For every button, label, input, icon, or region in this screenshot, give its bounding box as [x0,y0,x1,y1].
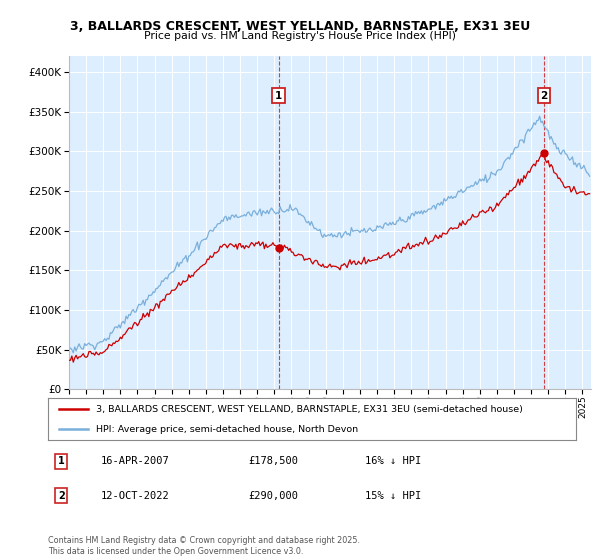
Text: 2: 2 [58,491,65,501]
Text: Contains HM Land Registry data © Crown copyright and database right 2025.
This d: Contains HM Land Registry data © Crown c… [48,536,360,556]
Text: 1: 1 [275,91,282,101]
Text: £178,500: £178,500 [248,456,299,466]
Text: 15% ↓ HPI: 15% ↓ HPI [365,491,421,501]
Text: 16% ↓ HPI: 16% ↓ HPI [365,456,421,466]
Text: Price paid vs. HM Land Registry's House Price Index (HPI): Price paid vs. HM Land Registry's House … [144,31,456,41]
Text: 1: 1 [58,456,65,466]
Text: 12-OCT-2022: 12-OCT-2022 [101,491,170,501]
Text: HPI: Average price, semi-detached house, North Devon: HPI: Average price, semi-detached house,… [95,424,358,433]
Text: 16-APR-2007: 16-APR-2007 [101,456,170,466]
Text: 3, BALLARDS CRESCENT, WEST YELLAND, BARNSTAPLE, EX31 3EU: 3, BALLARDS CRESCENT, WEST YELLAND, BARN… [70,20,530,32]
Text: 3, BALLARDS CRESCENT, WEST YELLAND, BARNSTAPLE, EX31 3EU (semi-detached house): 3, BALLARDS CRESCENT, WEST YELLAND, BARN… [95,405,523,414]
Text: £290,000: £290,000 [248,491,299,501]
Text: 2: 2 [541,91,548,101]
